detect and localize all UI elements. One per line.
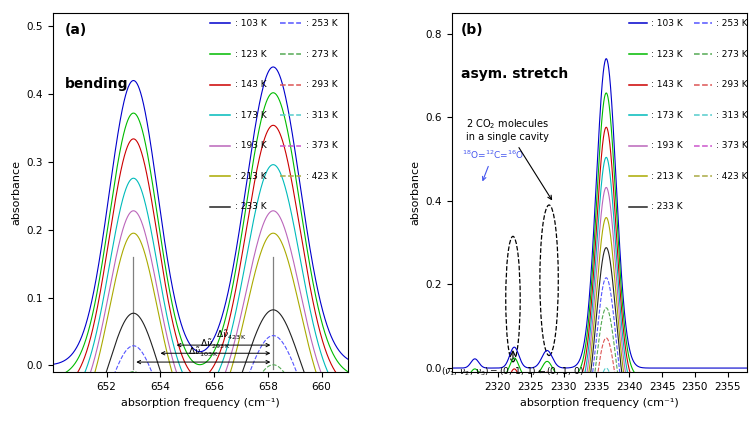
Text: : 103 K: : 103 K xyxy=(235,19,267,28)
Text: : 253 K: : 253 K xyxy=(306,19,337,28)
Text: : 423 K: : 423 K xyxy=(716,172,748,181)
Text: : 123 K: : 123 K xyxy=(652,49,683,58)
Text: $\Delta\tilde{\nu}_{293\,\mathrm{K}}$: $\Delta\tilde{\nu}_{293\,\mathrm{K}}$ xyxy=(200,338,231,351)
Text: : 173 K: : 173 K xyxy=(235,111,267,120)
Text: : 273 K: : 273 K xyxy=(716,49,748,58)
Text: : 233 K: : 233 K xyxy=(235,202,267,212)
Text: : 373 K: : 373 K xyxy=(306,141,337,150)
Text: $(\nu_1,\,\nu_2,\,\nu_3) = (0,\,1,\,1) \leftarrow (0,\,1,\,0)$: $(\nu_1,\,\nu_2,\,\nu_3) = (0,\,1,\,1) \… xyxy=(442,366,584,379)
Text: (b): (b) xyxy=(461,23,483,38)
Text: : 213 K: : 213 K xyxy=(235,172,267,181)
Text: : 103 K: : 103 K xyxy=(652,19,683,28)
Text: : 273 K: : 273 K xyxy=(306,49,337,58)
Text: : 313 K: : 313 K xyxy=(716,111,748,120)
X-axis label: absorption frequency (cm⁻¹): absorption frequency (cm⁻¹) xyxy=(520,398,679,407)
Text: 2 CO$_2$ molecules
in a single cavity: 2 CO$_2$ molecules in a single cavity xyxy=(467,117,552,200)
Text: $\Delta\tilde{\nu}_{423\,\mathrm{K}}$: $\Delta\tilde{\nu}_{423\,\mathrm{K}}$ xyxy=(216,329,247,343)
Text: : 233 K: : 233 K xyxy=(652,202,683,212)
Text: : 143 K: : 143 K xyxy=(235,80,267,89)
Text: : 253 K: : 253 K xyxy=(716,19,748,28)
Text: : 423 K: : 423 K xyxy=(306,172,337,181)
Text: : 293 K: : 293 K xyxy=(306,80,337,89)
Text: : 313 K: : 313 K xyxy=(306,111,337,120)
Text: : 143 K: : 143 K xyxy=(652,80,683,89)
X-axis label: absorption frequency (cm⁻¹): absorption frequency (cm⁻¹) xyxy=(122,398,280,407)
Text: : 213 K: : 213 K xyxy=(652,172,683,181)
Text: bending: bending xyxy=(65,77,128,91)
Text: : 293 K: : 293 K xyxy=(716,80,748,89)
Text: $\Delta\tilde{\nu}_{103\,\mathrm{K}}$: $\Delta\tilde{\nu}_{103\,\mathrm{K}}$ xyxy=(188,346,219,360)
Text: : 193 K: : 193 K xyxy=(652,141,683,150)
Text: : 173 K: : 173 K xyxy=(652,111,683,120)
Text: : 123 K: : 123 K xyxy=(235,49,267,58)
Text: (a): (a) xyxy=(65,23,87,38)
Text: $^{18}$O=$^{12}$C=$^{16}$O: $^{18}$O=$^{12}$C=$^{16}$O xyxy=(462,148,524,180)
Y-axis label: absorbance: absorbance xyxy=(11,160,21,225)
Text: asym. stretch: asym. stretch xyxy=(461,67,568,81)
Text: : 373 K: : 373 K xyxy=(716,141,748,150)
Text: : 193 K: : 193 K xyxy=(235,141,267,150)
Y-axis label: absorbance: absorbance xyxy=(410,160,420,225)
